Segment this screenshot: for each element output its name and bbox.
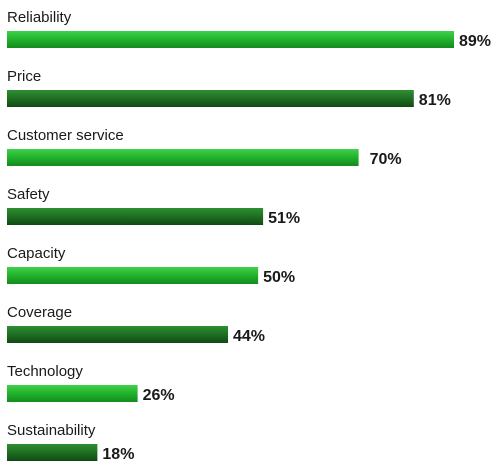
category-label: Coverage <box>7 304 72 321</box>
bar <box>7 208 264 225</box>
value-label: 44% <box>233 328 265 345</box>
value-label: 81% <box>419 92 451 109</box>
category-label: Price <box>7 68 41 85</box>
value-label: 51% <box>268 210 300 227</box>
bar <box>7 326 228 343</box>
value-label: 50% <box>263 269 295 286</box>
bar <box>7 31 454 48</box>
bar <box>7 90 414 107</box>
value-label: 70% <box>370 151 402 168</box>
bar <box>7 267 259 284</box>
value-label: 26% <box>143 387 175 404</box>
category-label: Technology <box>7 363 83 380</box>
bar <box>7 444 98 461</box>
bar <box>7 149 359 166</box>
category-label: Capacity <box>7 245 66 262</box>
category-label: Reliability <box>7 9 72 26</box>
bar <box>7 385 138 402</box>
category-label: Sustainability <box>7 422 96 439</box>
category-label: Customer service <box>7 127 124 144</box>
value-label: 18% <box>102 446 134 463</box>
bars-group: Reliability 89% Price 81% Customer service 70… <box>7 9 491 463</box>
category-label: Safety <box>7 186 50 203</box>
value-label: 89% <box>459 33 491 50</box>
